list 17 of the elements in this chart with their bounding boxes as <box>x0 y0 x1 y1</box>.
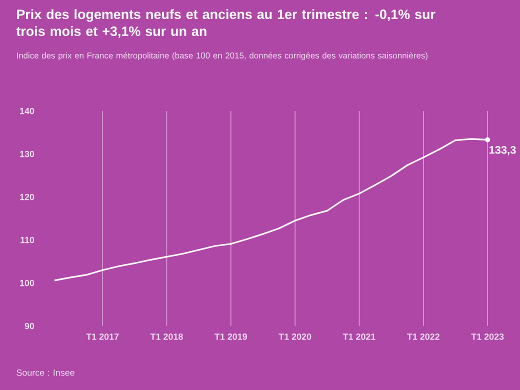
x-tick-label: T1 2022 <box>407 334 440 340</box>
y-tick-label: 100 <box>20 280 34 286</box>
x-tick-label: T1 2020 <box>278 334 312 340</box>
x-tick-label: T1 2023 <box>471 334 504 340</box>
x-tick-label: T1 2017 <box>86 334 119 340</box>
x-tick-label: T1 2019 <box>214 334 248 340</box>
x-tick-label: T1 2021 <box>342 334 376 340</box>
y-tick-label: 120 <box>20 194 34 200</box>
source-note: Source : Insee <box>16 369 74 376</box>
chart-subtitle: Indice des prix en France métropolitaine (base 100 en 2015, données corrigées des variations saisonnières) <box>16 52 428 60</box>
y-tick-label: 110 <box>20 236 34 244</box>
x-tick-label: T1 2018 <box>150 334 183 340</box>
annotation: 133,3 <box>489 146 516 156</box>
y-tick-label: 140 <box>20 108 34 114</box>
y-tick-label: 90 <box>24 322 34 330</box>
chart-title: Prix des logements neufs et anciens au 1er trimestre : -0,1% sur trois mois et +3,1% sur un an <box>16 9 436 38</box>
y-tick-label: 130 <box>20 150 34 158</box>
